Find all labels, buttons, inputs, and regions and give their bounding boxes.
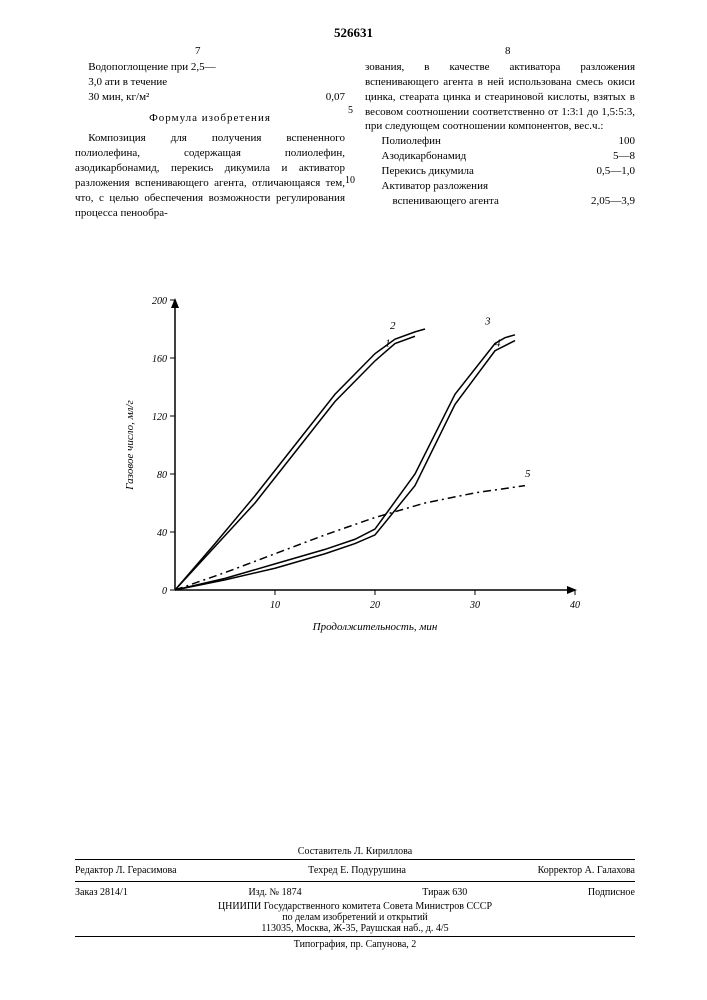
gas-number-chart: 040801201602001020304012345Продолжительн… xyxy=(115,280,595,640)
water-line-3: 30 мин, кг/м² xyxy=(75,90,149,105)
org2: по делам изобретений и открытий xyxy=(75,912,635,923)
water-line-1: Водопоглощение при 2,5— xyxy=(75,60,345,75)
comp4-name2: вспенивающего агента xyxy=(382,194,499,209)
editor: Редактор Л. Герасимова xyxy=(75,865,177,876)
svg-text:2: 2 xyxy=(390,320,396,332)
izd: Изд. № 1874 xyxy=(248,887,301,898)
svg-text:20: 20 xyxy=(370,600,380,611)
compiler: Составитель Л. Кириллова xyxy=(75,846,635,857)
comp1-name: Полиолефин xyxy=(382,134,441,149)
org: ЦНИИПИ Государственного комитета Совета … xyxy=(75,901,635,912)
comp2-val: 5—8 xyxy=(613,149,635,164)
svg-text:10: 10 xyxy=(270,600,280,611)
comp3-name: Перекись дикумила xyxy=(382,164,474,179)
svg-text:120: 120 xyxy=(152,412,167,423)
chart-svg: 040801201602001020304012345Продолжительн… xyxy=(115,280,595,640)
typography: Типография, пр. Сапунова, 2 xyxy=(75,939,635,950)
svg-text:160: 160 xyxy=(152,354,167,365)
right-column: зования, в качестве активатора разложени… xyxy=(365,60,635,208)
composition-table: Полиолефин 100 Азодикарбонамид 5—8 Перекис… xyxy=(382,134,636,208)
divider-3 xyxy=(75,936,635,937)
formula-title: Формула изобретения xyxy=(75,111,345,126)
comp3-val: 0,5—1,0 xyxy=(597,164,636,179)
comp1-val: 100 xyxy=(619,134,636,149)
divider-2 xyxy=(75,881,635,882)
svg-text:0: 0 xyxy=(162,586,167,597)
address: 113035, Москва, Ж-35, Раушская наб., д. … xyxy=(75,923,635,934)
line-marker-10: 10 xyxy=(345,175,355,186)
svg-text:40: 40 xyxy=(570,600,580,611)
col-num-right: 8 xyxy=(505,45,511,57)
continuation-text: зования, в качестве активатора разложени… xyxy=(365,60,635,134)
svg-text:30: 30 xyxy=(469,600,480,611)
techred: Техред Е. Подурушина xyxy=(308,865,406,876)
svg-text:5: 5 xyxy=(525,468,531,480)
svg-text:3: 3 xyxy=(484,316,491,328)
comp4-name: Активатор разложения xyxy=(382,179,636,194)
comp2-name: Азодикарбонамид xyxy=(382,149,467,164)
comp4-val: 2,05—3,9 xyxy=(591,194,635,209)
svg-text:200: 200 xyxy=(152,296,167,307)
order: Заказ 2814/1 xyxy=(75,887,128,898)
line-marker-5: 5 xyxy=(348,105,353,116)
svg-text:80: 80 xyxy=(157,470,167,481)
col-num-left: 7 xyxy=(195,45,201,57)
svg-text:4: 4 xyxy=(495,337,501,349)
svg-text:Газовое число, мл/г: Газовое число, мл/г xyxy=(124,399,136,490)
svg-text:40: 40 xyxy=(157,528,167,539)
divider-1 xyxy=(75,859,635,860)
water-line-2: 3,0 ати в течение xyxy=(75,75,345,90)
podpisnoe: Подписное xyxy=(588,887,635,898)
patent-number: 526631 xyxy=(334,25,373,41)
water-value: 0,07 xyxy=(326,90,345,105)
left-column: Водопоглощение при 2,5— 3,0 ати в течени… xyxy=(75,60,345,220)
svg-text:Продолжительность, мин: Продолжительность, мин xyxy=(312,621,438,633)
tirazh: Тираж 630 xyxy=(422,887,467,898)
corrector: Корректор А. Галахова xyxy=(538,865,635,876)
footer: Составитель Л. Кириллова Редактор Л. Гер… xyxy=(75,846,635,950)
claim-text: Композиция для получения вспененного пол… xyxy=(75,131,345,220)
